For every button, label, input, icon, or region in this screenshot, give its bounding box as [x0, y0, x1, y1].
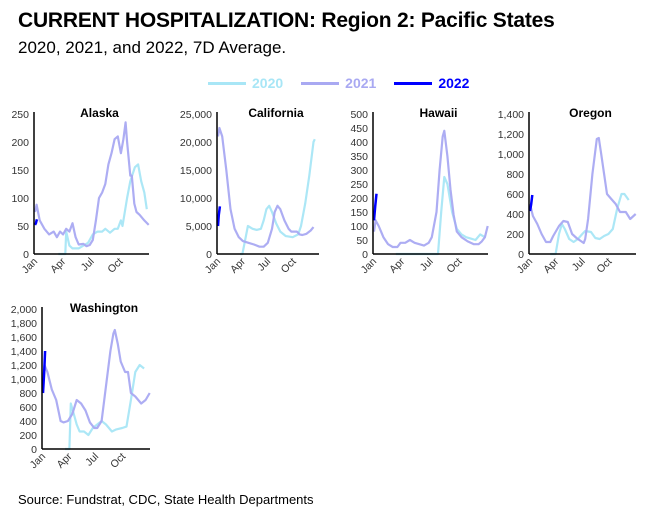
- y-tick-label: 2,000: [11, 304, 37, 316]
- y-tick-label: 250: [11, 109, 29, 121]
- legend-label-2022: 2022: [438, 75, 470, 91]
- series-line-2021: [528, 136, 637, 245]
- x-tick-label: Jul: [79, 256, 97, 274]
- legend-item-2021: 2021: [301, 75, 376, 91]
- y-tick-label: 15,000: [180, 165, 212, 177]
- y-tick-label: 25,000: [180, 109, 212, 121]
- y-tick-label: 1,400: [498, 109, 524, 121]
- y-tick-label: 150: [11, 165, 29, 177]
- series-line-2021: [33, 121, 150, 248]
- chart-title: Washington: [70, 301, 138, 315]
- y-tick-label: 600: [19, 402, 37, 414]
- series-line-2020: [240, 138, 316, 256]
- y-tick-label: 1,400: [11, 346, 37, 358]
- x-tick-label: Oct: [279, 256, 299, 276]
- series-line-2022: [528, 194, 534, 212]
- y-tick-label: 800: [19, 388, 37, 400]
- y-tick-label: 200: [350, 193, 368, 205]
- y-tick-label: 600: [506, 189, 524, 201]
- legend-item-2020: 2020: [208, 75, 283, 91]
- x-tick-label: Oct: [105, 256, 125, 276]
- page-subtitle: 2020, 2021, and 2022, 7D Average.: [18, 38, 287, 57]
- y-tick-label: 100: [350, 221, 368, 233]
- y-tick-label: 350: [350, 151, 368, 163]
- x-tick-label: Jul: [83, 451, 101, 469]
- chart-title: Oregon: [569, 106, 612, 120]
- y-tick-label: 250: [350, 179, 368, 191]
- y-tick-label: 0: [518, 249, 524, 261]
- y-tick-label: 0: [206, 249, 212, 261]
- y-tick-label: 200: [506, 229, 524, 241]
- legend-swatch-2020: [208, 81, 246, 85]
- y-tick-label: 800: [506, 169, 524, 181]
- y-tick-label: 5,000: [186, 221, 212, 233]
- x-tick-label: Apr: [48, 255, 68, 275]
- y-tick-label: 50: [356, 235, 368, 247]
- legend-swatch-2022: [394, 81, 433, 85]
- y-tick-label: 100: [11, 193, 29, 205]
- series-line-2020: [58, 163, 148, 256]
- chart-california: California 0 5,000 10,000 15,000 20,000 25,000…: [180, 106, 319, 276]
- y-tick-label: 400: [350, 137, 368, 149]
- legend-label-2021: 2021: [345, 75, 377, 91]
- y-tick-label: 10,000: [180, 193, 212, 205]
- y-tick-label: 150: [350, 207, 368, 219]
- y-tick-label: 400: [19, 416, 37, 428]
- y-tick-label: 1,600: [11, 332, 37, 344]
- y-tick-label: 450: [350, 123, 368, 135]
- x-tick-label: Apr: [54, 450, 74, 470]
- source-note: Source: Fundstrat, CDC, State Health Dep…: [18, 492, 314, 507]
- y-tick-label: 300: [350, 165, 368, 177]
- x-tick-label: Oct: [444, 256, 464, 276]
- x-tick-label: Jul: [255, 256, 273, 274]
- legend-item-2022: 2022: [394, 75, 469, 91]
- y-tick-label: 200: [19, 430, 37, 442]
- series-line-2021: [41, 328, 151, 430]
- chart-washington: Washington 0 200 400 600 800 1,000 1,200 1,400 1,…: [11, 301, 151, 471]
- x-tick-label: Apr: [387, 255, 407, 275]
- x-tick-label: Jul: [570, 256, 588, 274]
- chart-title: Hawaii: [419, 106, 457, 120]
- x-tick-label: Oct: [108, 451, 128, 471]
- legend-label-2020: 2020: [252, 75, 284, 91]
- y-tick-label: 500: [350, 109, 368, 121]
- y-tick-label: 1,800: [11, 318, 37, 330]
- y-tick-label: 200: [11, 137, 29, 149]
- legend-swatch-2021: [301, 81, 340, 85]
- series-line-2022: [216, 206, 222, 227]
- y-tick-label: 0: [362, 249, 368, 261]
- series-line-2021: [372, 129, 489, 249]
- chart-title: Alaska: [80, 106, 119, 120]
- series-line-2022: [41, 350, 47, 394]
- y-tick-label: 1,200: [498, 129, 524, 141]
- y-tick-label: 1,000: [11, 374, 37, 386]
- y-tick-label: 1,000: [498, 149, 524, 161]
- y-tick-label: 20,000: [180, 137, 212, 149]
- series-line-2022: [33, 218, 39, 226]
- series-line-2022: [372, 193, 378, 221]
- series-line-2021: [216, 126, 315, 248]
- y-tick-label: 0: [31, 444, 37, 456]
- chart-legend: 2020 2021 2022: [208, 75, 469, 91]
- x-tick-label: Apr: [228, 255, 248, 275]
- x-tick-label: Apr: [541, 255, 561, 275]
- page-title: CURRENT HOSPITALIZATION: Region 2: Pacif…: [18, 9, 555, 32]
- x-tick-label: Oct: [594, 256, 614, 276]
- y-tick-label: 400: [506, 209, 524, 221]
- x-tick-label: Jul: [418, 256, 436, 274]
- series-line-2020: [65, 363, 145, 451]
- y-tick-label: 50: [17, 221, 29, 233]
- chart-title: California: [248, 106, 304, 120]
- y-tick-label: 0: [23, 249, 29, 261]
- y-tick-label: 1,200: [11, 360, 37, 372]
- series-line-2020: [550, 192, 630, 256]
